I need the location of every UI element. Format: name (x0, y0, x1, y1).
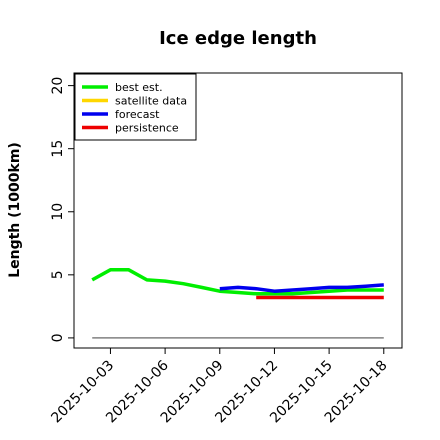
y-tick-label: 0 (50, 333, 66, 342)
legend-label-persistence: persistence (115, 122, 179, 135)
y-tick-label: 10 (50, 203, 66, 221)
y-tick-label: 15 (50, 140, 66, 158)
y-tick-label: 5 (50, 270, 66, 279)
series-line-forecast (219, 283, 384, 293)
plot-area (91, 268, 384, 339)
chart-title: Ice edge length (159, 28, 317, 49)
legend-label-forecast: forecast (115, 108, 160, 121)
y-axis-label: Length (1000km) (7, 142, 23, 278)
y-tick-label: 20 (50, 77, 66, 95)
legend-label-best-est: best est. (115, 81, 163, 94)
plot-frame (73, 72, 403, 349)
legend: best est.satellite dataforecastpersisten… (74, 73, 197, 141)
legend-label-satellite-data: satellite data (115, 95, 187, 108)
series-line-best-est (91, 268, 384, 296)
